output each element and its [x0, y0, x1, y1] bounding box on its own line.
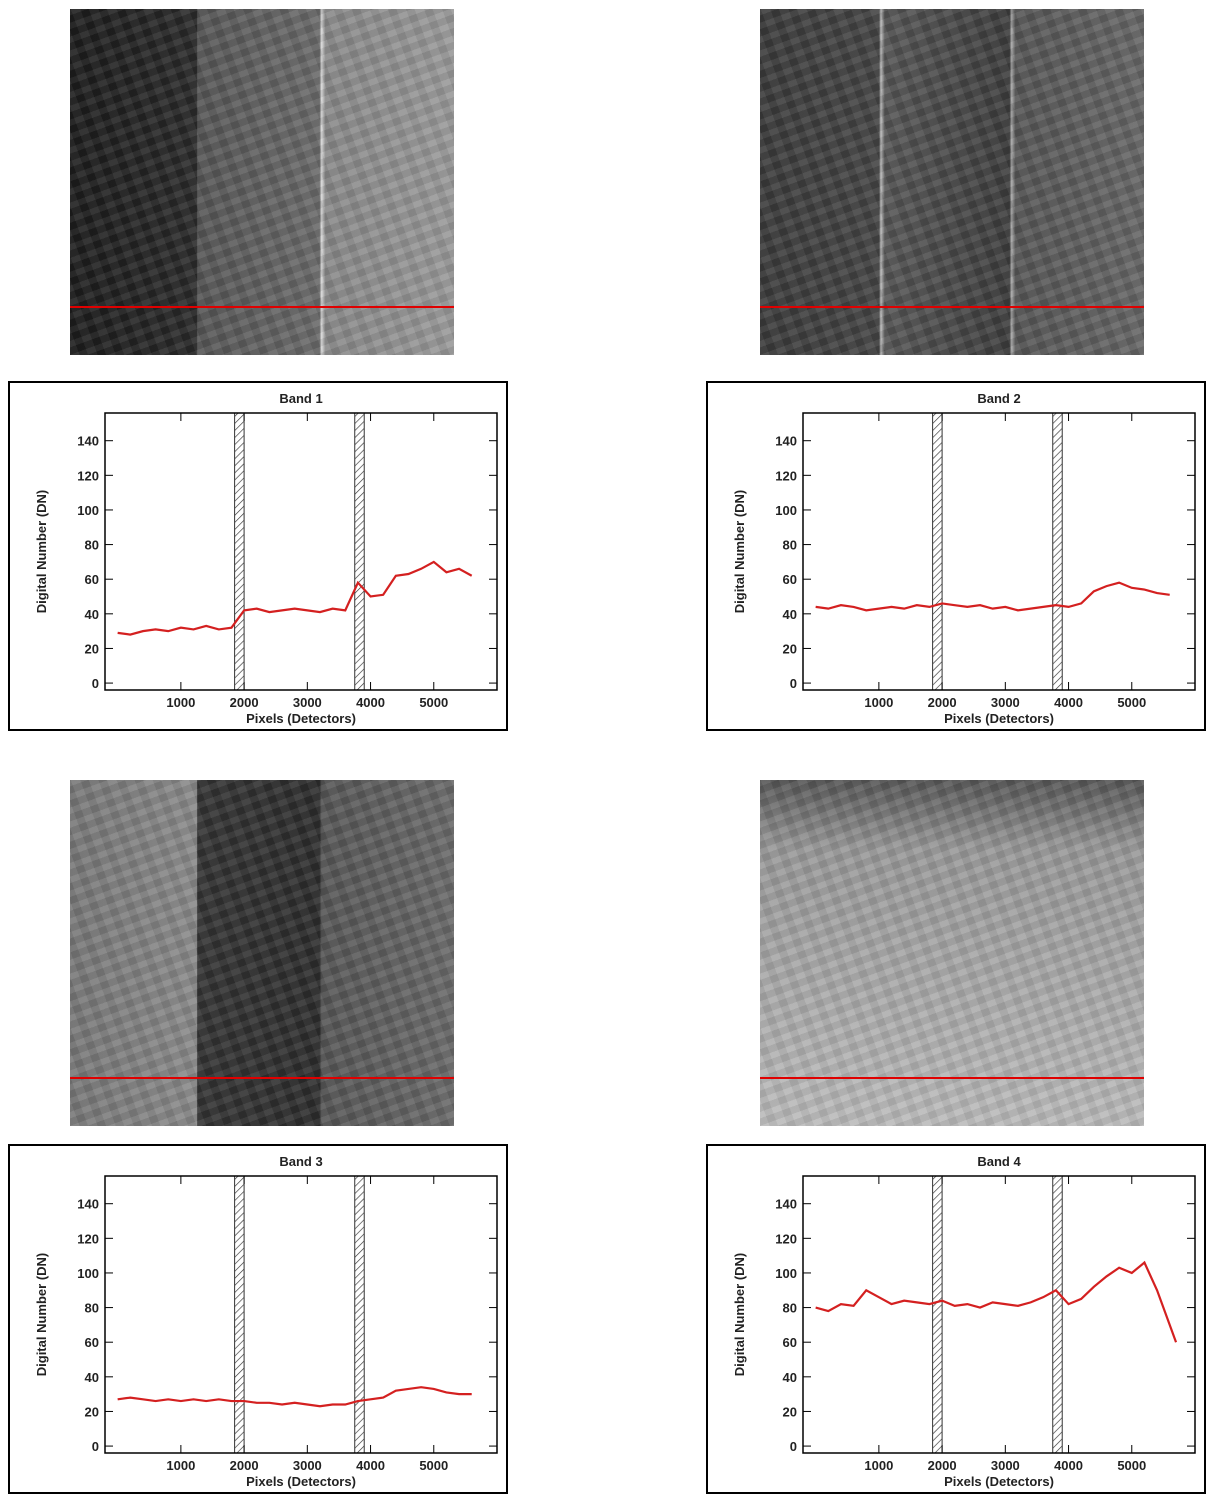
frame — [706, 1144, 1206, 1494]
satellite-image — [760, 9, 1144, 355]
y-tick-label: 60 — [783, 572, 797, 587]
x-tick-label: 2000 — [230, 1458, 259, 1473]
shaded-region — [354, 1175, 365, 1454]
y-tick-label: 60 — [85, 1335, 99, 1350]
chart: Band 4 Pixels (Detectors) Digital Number (… — [706, 1144, 1206, 1494]
data-line — [815, 581, 1170, 612]
chart-title: Band 4 — [977, 1154, 1021, 1169]
chart: Band 1 Pixels (Detectors) Digital Number (… — [8, 381, 508, 731]
y-tick-label: 20 — [783, 1404, 797, 1419]
y-tick-label: 100 — [775, 503, 797, 518]
data-line — [815, 1260, 1178, 1343]
y-tick-label: 120 — [775, 1231, 797, 1246]
shaded-region — [234, 412, 245, 691]
x-tick-label: 3000 — [293, 695, 322, 710]
x-tick-label: 2000 — [928, 1458, 957, 1473]
x-tick-label: 5000 — [1117, 1458, 1146, 1473]
y-axis-label: Digital Number (DN) — [732, 1253, 747, 1377]
y-axis-label: Digital Number (DN) — [34, 1253, 49, 1377]
profile-line — [760, 306, 1144, 308]
y-tick-label: 80 — [85, 538, 99, 553]
x-tick-label: 1000 — [864, 695, 893, 710]
x-tick-label: 5000 — [1117, 695, 1146, 710]
y-tick-label: 0 — [92, 1439, 99, 1454]
y-tick-label: 120 — [77, 468, 99, 483]
y-tick-label: 20 — [85, 1404, 99, 1419]
plot-area — [802, 412, 1196, 691]
y-tick-label: 60 — [85, 572, 99, 587]
y-tick-label: 120 — [77, 1231, 99, 1246]
y-tick-label: 40 — [783, 1370, 797, 1385]
shaded-region — [1052, 412, 1063, 691]
satellite-image — [70, 9, 454, 355]
frame — [706, 381, 1206, 731]
y-tick-label: 140 — [77, 434, 99, 449]
x-axis-label: Pixels (Detectors) — [246, 711, 356, 726]
x-tick-label: 1000 — [864, 1458, 893, 1473]
profile-line — [70, 306, 454, 308]
y-tick-label: 40 — [783, 607, 797, 622]
x-axis-label: Pixels (Detectors) — [246, 1474, 356, 1489]
chart-title: Band 2 — [977, 391, 1020, 406]
x-tick-label: 4000 — [1054, 1458, 1083, 1473]
x-axis-label: Pixels (Detectors) — [944, 711, 1054, 726]
y-tick-label: 80 — [85, 1301, 99, 1316]
y-tick-label: 40 — [85, 1370, 99, 1385]
chart: Band 3 Pixels (Detectors) Digital Number (… — [8, 1144, 508, 1494]
x-tick-label: 3000 — [293, 1458, 322, 1473]
frame — [8, 381, 508, 731]
y-tick-label: 100 — [77, 503, 99, 518]
x-tick-label: 4000 — [1054, 695, 1083, 710]
satellite-image — [760, 780, 1144, 1126]
x-axis-label: Pixels (Detectors) — [944, 1474, 1054, 1489]
plot-area — [104, 412, 498, 691]
frame — [8, 1144, 508, 1494]
y-tick-label: 140 — [77, 1197, 99, 1212]
x-tick-label: 1000 — [166, 695, 195, 710]
x-tick-label: 2000 — [928, 695, 957, 710]
x-tick-label: 3000 — [991, 695, 1020, 710]
y-tick-label: 40 — [85, 607, 99, 622]
shaded-region — [1052, 1175, 1063, 1454]
data-line — [117, 1386, 472, 1408]
x-tick-label: 4000 — [356, 1458, 385, 1473]
y-tick-label: 0 — [790, 1439, 797, 1454]
plot-area — [104, 1175, 498, 1454]
satellite-image — [70, 780, 454, 1126]
y-tick-label: 80 — [783, 538, 797, 553]
y-tick-label: 20 — [85, 641, 99, 656]
y-tick-label: 60 — [783, 1335, 797, 1350]
y-axis-label: Digital Number (DN) — [732, 490, 747, 614]
x-tick-label: 3000 — [991, 1458, 1020, 1473]
x-tick-label: 5000 — [419, 695, 448, 710]
x-tick-label: 1000 — [166, 1458, 195, 1473]
y-tick-label: 120 — [775, 468, 797, 483]
x-tick-label: 5000 — [419, 1458, 448, 1473]
chart-title: Band 1 — [279, 391, 322, 406]
y-tick-label: 0 — [790, 676, 797, 691]
profile-line — [760, 1077, 1144, 1079]
shaded-region — [932, 412, 943, 691]
y-tick-label: 20 — [783, 641, 797, 656]
x-tick-label: 2000 — [230, 695, 259, 710]
chart: Band 2 Pixels (Detectors) Digital Number (… — [706, 381, 1206, 731]
y-tick-label: 0 — [92, 676, 99, 691]
y-axis-label: Digital Number (DN) — [34, 490, 49, 614]
y-tick-label: 140 — [775, 1197, 797, 1212]
y-tick-label: 140 — [775, 434, 797, 449]
y-tick-label: 100 — [775, 1266, 797, 1281]
x-tick-label: 4000 — [356, 695, 385, 710]
y-tick-label: 80 — [783, 1301, 797, 1316]
profile-line — [70, 1077, 454, 1079]
plot-area — [802, 1175, 1196, 1454]
data-line — [117, 560, 473, 636]
shaded-region — [354, 412, 365, 691]
shaded-region — [932, 1175, 943, 1454]
y-tick-label: 100 — [77, 1266, 99, 1281]
chart-title: Band 3 — [279, 1154, 322, 1169]
shaded-region — [234, 1175, 245, 1454]
